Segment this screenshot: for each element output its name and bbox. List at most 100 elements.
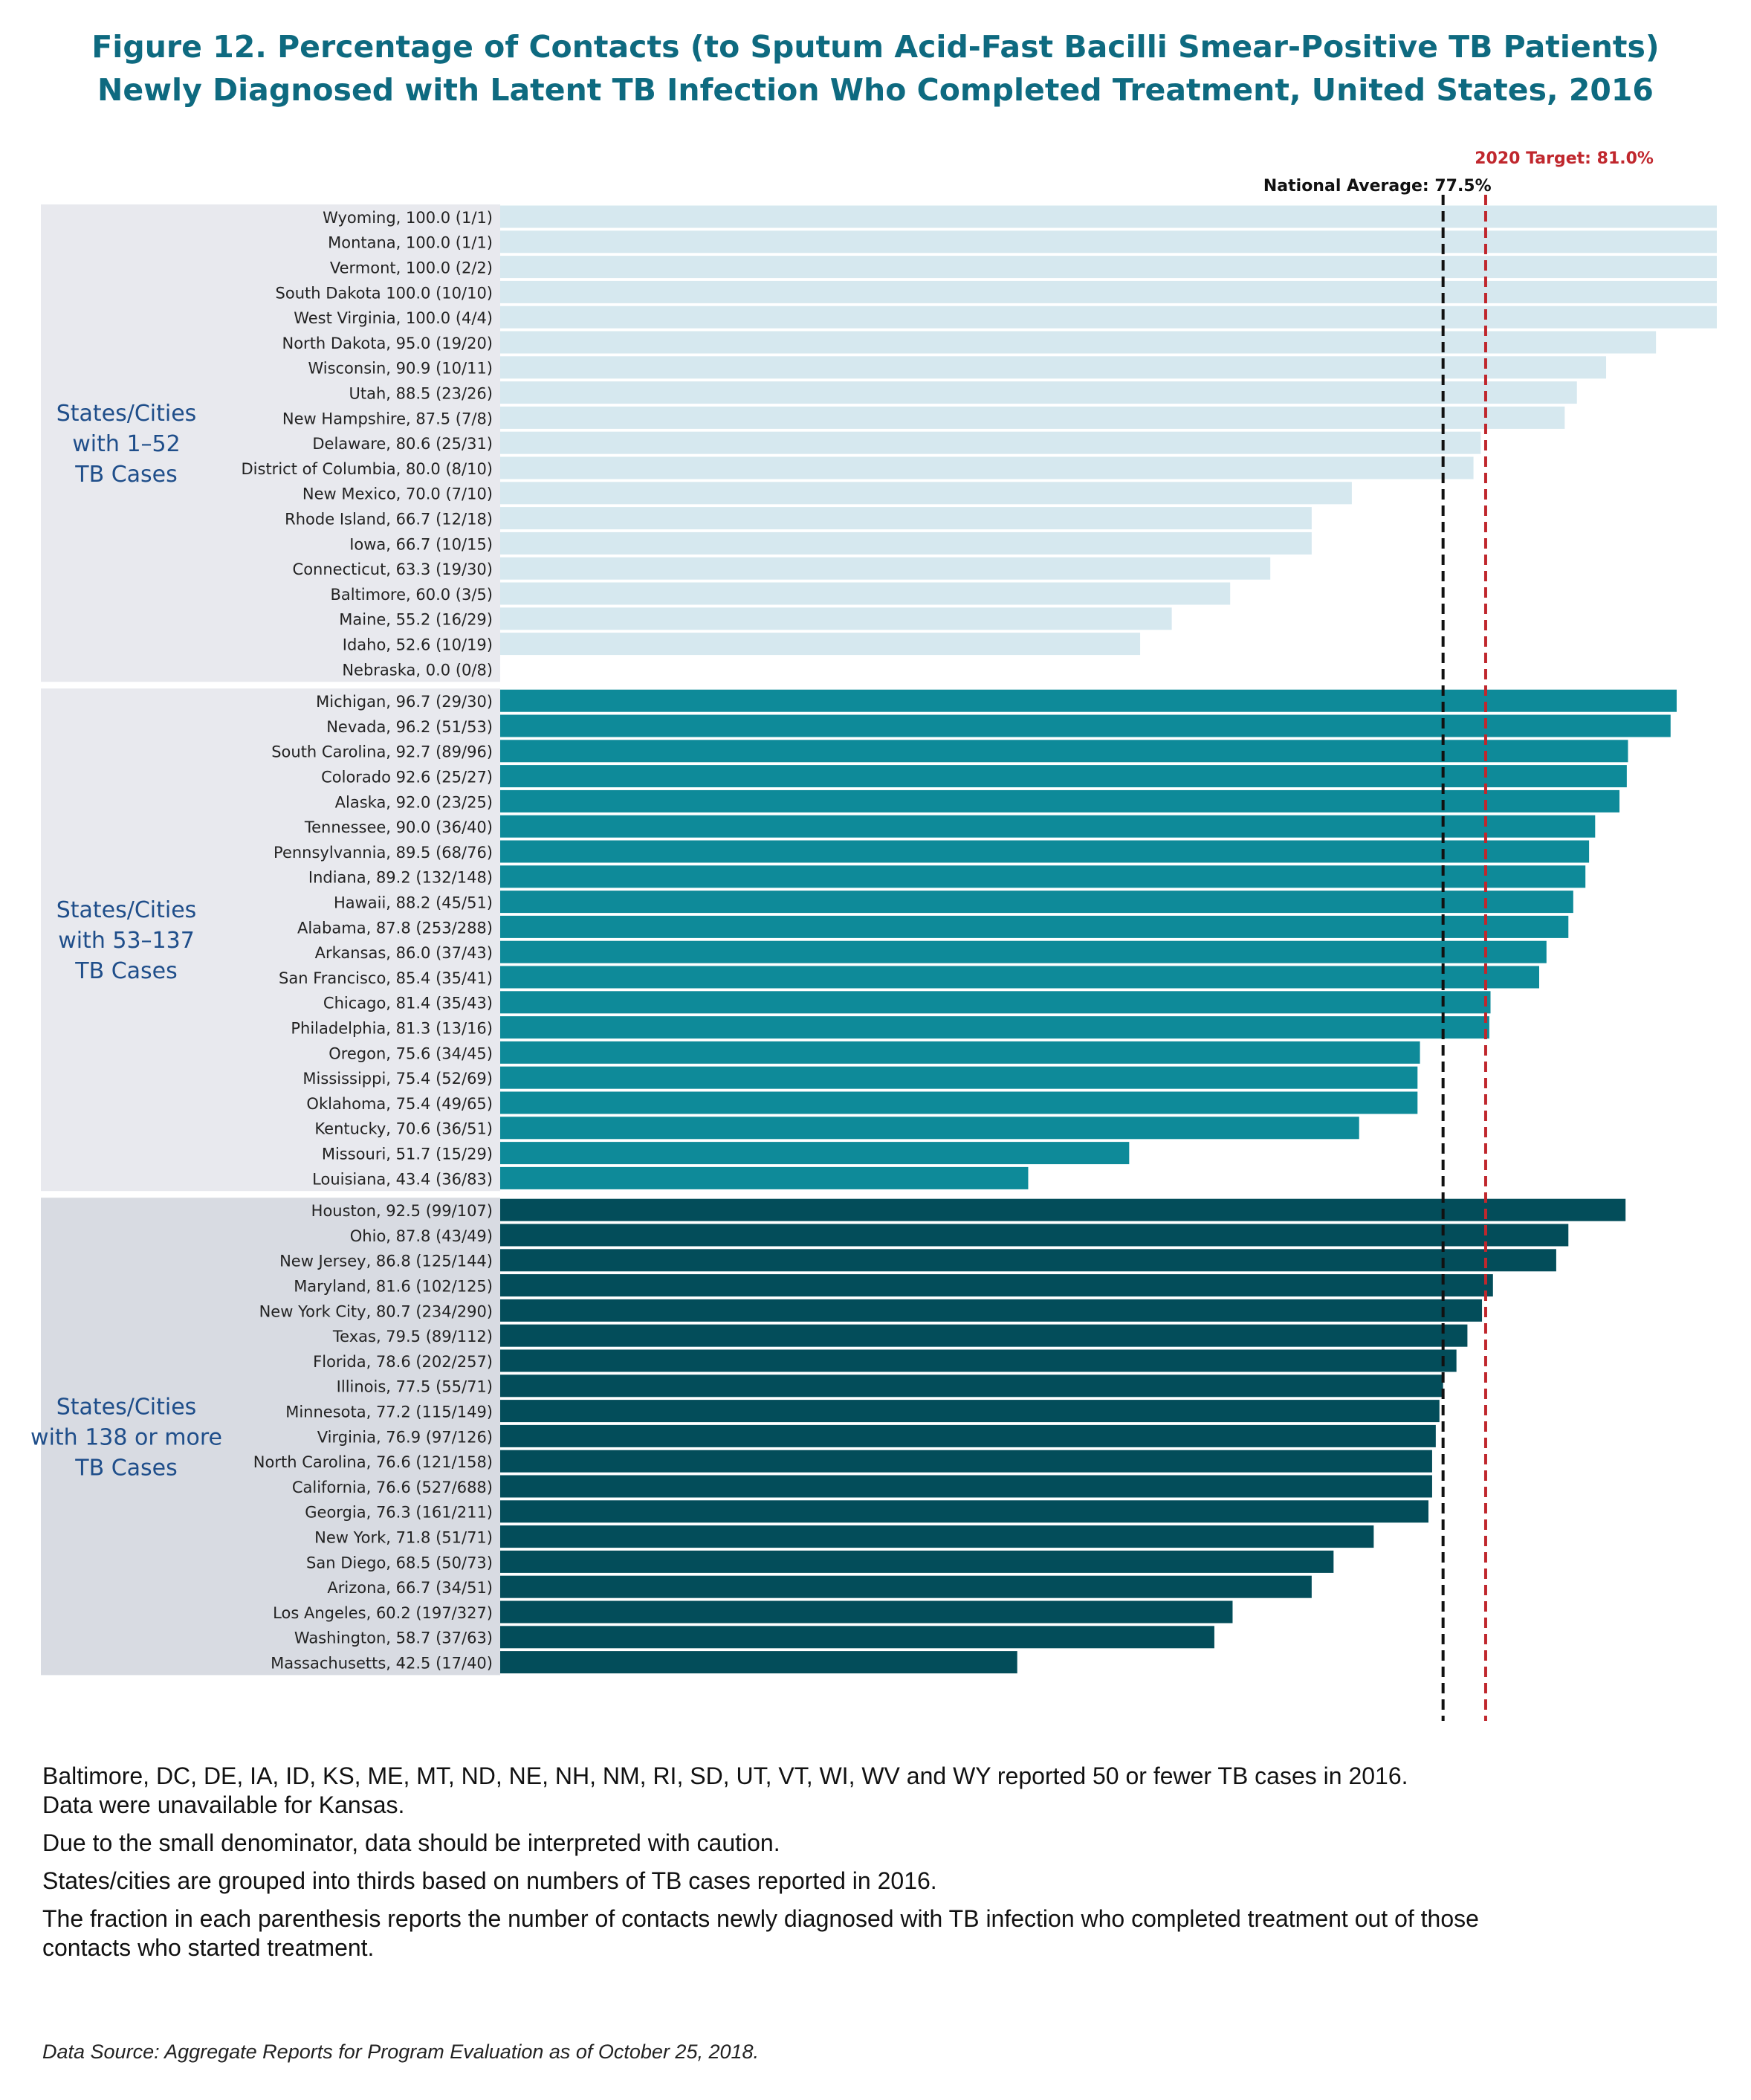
bar [500,431,1481,454]
bar-label: San Francisco, 85.4 (35/41) [279,969,493,987]
bar [500,582,1231,605]
group-label-line: with 1–52 [72,431,180,457]
bar [500,1374,1443,1398]
bar-label: Delaware, 80.6 (25/31) [312,435,493,453]
bar-label: Baltimore, 60.0 (3/5) [330,586,493,604]
bar [500,1249,1556,1272]
bar-label: California, 76.6 (527/688) [292,1479,493,1496]
bar [500,966,1539,989]
bar-label: Arizona, 66.7 (34/51) [327,1579,493,1597]
bar-label: Wisconsin, 90.9 (10/11) [308,360,493,378]
group-panel [41,1198,500,1676]
bar [500,865,1586,888]
bar [500,1525,1374,1548]
bar-label: Alabama, 87.8 (253/288) [297,919,493,937]
bar [500,1626,1214,1649]
bar [500,1550,1334,1573]
bar-label: West Virginia, 100.0 (4/4) [294,309,493,327]
bar-label: Indiana, 89.2 (132/148) [308,869,493,887]
bar-label: New York City, 80.7 (234/290) [259,1302,493,1320]
footnote: Due to the small denominator, data shoul… [42,1829,1707,1858]
bar-label: New Mexico, 70.0 (7/10) [302,485,493,503]
bar-label: Oregon, 75.6 (34/45) [328,1044,493,1062]
bar-label: Nebraska, 0.0 (0/8) [342,661,493,679]
footnote: States/cities are grouped into thirds ba… [42,1867,1707,1896]
bar-label: Oklahoma, 75.4 (49/65) [306,1095,493,1113]
group-label-line: TB Cases [74,958,178,984]
bar-label: Texas, 79.5 (89/112) [332,1328,493,1345]
bar-label: Montana, 100.0 (1/1) [328,234,493,252]
chart-title-line-1: Figure 12. Percentage of Contacts (to Sp… [91,29,1660,65]
group-label-line: with 53–137 [58,928,195,954]
group-label: States/Cities with 53–137 TB Cases [56,897,197,984]
bar [500,1349,1457,1372]
bar-label: North Carolina, 76.6 (121/158) [253,1453,493,1471]
group-label: States/Cities with 1–52 TB Cases [56,401,197,488]
bar-label: Arkansas, 86.0 (37/43) [315,944,493,962]
bar-label: Minnesota, 77.2 (115/149) [285,1403,493,1421]
bar [500,740,1628,763]
bar [500,1066,1418,1089]
bar [500,714,1671,737]
bar [500,256,1717,279]
footnote: Baltimore, DC, DE, IA, ID, KS, ME, MT, N… [42,1762,1707,1820]
group-panel [41,204,500,682]
bar [500,633,1141,656]
footnote-line: Due to the small denominator, data shoul… [42,1829,780,1856]
bar [500,1475,1432,1498]
bar-label: Wyoming, 100.0 (1/1) [323,209,493,227]
bar [500,280,1717,303]
bar [500,1016,1489,1039]
bar-label: Pennsylvannia, 89.5 (68/76) [274,844,493,862]
footnote-line: States/cities are grouped into thirds ba… [42,1867,937,1894]
bar [500,557,1271,580]
footnote-line: Data were unavailable for Kansas. [42,1792,405,1818]
chart-title: Figure 12. Percentage of Contacts (to Sp… [0,25,1751,112]
bar-label: District of Columbia, 80.0 (8/10) [242,460,493,478]
bar [500,991,1491,1014]
bar [500,1424,1436,1447]
bar-label: Houston, 92.5 (99/107) [311,1202,493,1220]
bar [500,1299,1483,1322]
footnote-line: The fraction in each parenthesis reports… [42,1905,1479,1932]
bar [500,456,1474,479]
bar-label: Los Angeles, 60.2 (197/327) [273,1604,493,1622]
data-source: Data Source: Aggregate Reports for Progr… [42,2041,760,2063]
bar [500,1400,1440,1423]
bar [500,815,1596,838]
bar-label: Louisiana, 43.4 (36/83) [312,1170,493,1188]
bar [500,1324,1468,1347]
bar [500,1224,1569,1247]
bar [500,1091,1418,1114]
bar [500,205,1717,228]
bar-label: South Dakota 100.0 (10/10) [276,284,493,302]
group-label-line: States/Cities [56,897,197,923]
bar-label: Georgia, 76.3 (161/211) [305,1504,493,1522]
bar [500,1117,1359,1140]
footnote: The fraction in each parenthesis reports… [42,1904,1707,1962]
group-label-line: States/Cities [56,401,197,427]
bar [500,331,1657,354]
bar-label: Nevada, 96.2 (51/53) [326,718,493,736]
bar-label: Washington, 58.7 (37/63) [294,1629,493,1647]
bar-label: North Dakota, 95.0 (19/20) [282,335,493,352]
bar-label: Colorado 92.6 (25/27) [321,769,493,786]
bar [500,840,1590,863]
bar [500,915,1569,938]
bar-label: Massachusetts, 42.5 (17/40) [271,1655,493,1673]
bar-chart: Wyoming, 100.0 (1/1) Montana, 100.0 (1/1)… [30,149,1717,1721]
bar-label: Mississippi, 75.4 (52/69) [302,1070,493,1088]
bar [500,406,1565,429]
bar-label: Ohio, 87.8 (43/49) [350,1227,493,1245]
bar-label: Virginia, 76.9 (97/126) [317,1428,493,1446]
bar [500,765,1627,788]
bar [500,1450,1432,1473]
bar-label: Florida, 78.6 (202/257) [313,1353,493,1371]
bar [500,1600,1233,1624]
bar [500,230,1717,253]
national-average-label: National Average: 77.5% [1263,177,1492,196]
bar [500,1575,1312,1598]
bar-label: New Hampshire, 87.5 (7/8) [282,410,493,427]
bar [500,1198,1626,1221]
bar-label: Chicago, 81.4 (35/43) [323,995,493,1012]
